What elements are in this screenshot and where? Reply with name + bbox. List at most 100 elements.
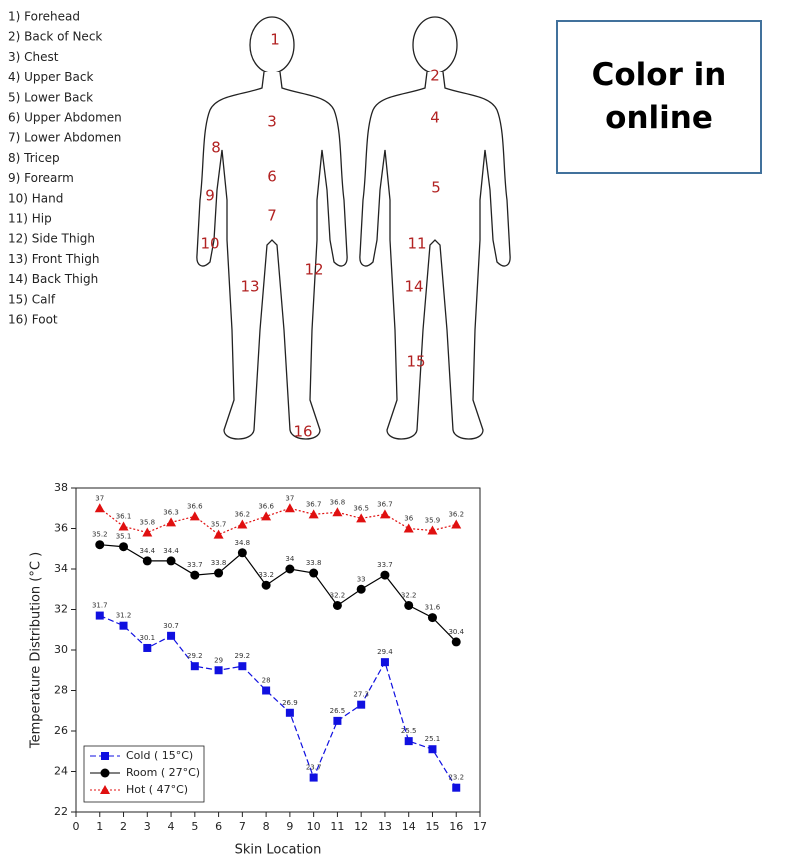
data-point [215, 666, 223, 674]
data-point [96, 612, 104, 620]
data-point [95, 540, 104, 549]
figure-label: 2 [430, 67, 440, 85]
data-point [262, 687, 270, 695]
data-point [167, 556, 176, 565]
y-tick-label: 24 [54, 765, 68, 778]
x-tick-label: 13 [378, 820, 392, 833]
data-point [452, 784, 460, 792]
value-label: 32.2 [401, 591, 417, 599]
data-point [285, 565, 294, 574]
data-point [428, 613, 437, 622]
x-tick-label: 9 [286, 820, 293, 833]
figure-label: 16 [293, 423, 312, 441]
x-tick-label: 10 [307, 820, 321, 833]
value-label: 35.9 [425, 517, 441, 525]
x-tick-label: 4 [168, 820, 175, 833]
figure-label: 15 [406, 353, 425, 371]
value-label: 33 [357, 575, 366, 583]
x-axis-label: Skin Location [235, 843, 322, 858]
value-label: 35.8 [139, 519, 155, 527]
x-tick-label: 2 [120, 820, 127, 833]
data-point [238, 548, 247, 557]
data-point [309, 509, 319, 518]
x-tick-label: 16 [449, 820, 463, 833]
value-label: 29.2 [187, 652, 203, 660]
value-label: 34.4 [163, 547, 179, 555]
data-point [119, 542, 128, 551]
x-tick-label: 5 [191, 820, 198, 833]
data-point [95, 503, 105, 512]
location-item: 3) Chest [8, 50, 59, 64]
data-point [143, 644, 151, 652]
value-label: 30.7 [163, 622, 179, 630]
figure-label: 13 [240, 278, 259, 296]
y-tick-label: 28 [54, 684, 68, 697]
location-item: 5) Lower Back [8, 90, 93, 104]
location-item: 13) Front Thigh [8, 252, 99, 266]
figure-label: 3 [267, 113, 277, 131]
x-tick-label: 12 [354, 820, 368, 833]
value-label: 31.7 [92, 602, 108, 610]
legend-label: Room ( 27°C) [126, 766, 200, 779]
front-figure [197, 17, 347, 439]
legend-label: Cold ( 15°C) [126, 749, 193, 762]
value-label: 36.3 [163, 508, 179, 516]
value-label: 32.2 [330, 591, 346, 599]
value-label: 33.8 [306, 559, 322, 567]
y-tick-label: 32 [54, 603, 68, 616]
value-label: 31.2 [116, 612, 132, 620]
value-label: 34 [285, 555, 294, 563]
location-item: 4) Upper Back [8, 70, 93, 84]
value-label: 36.8 [330, 498, 346, 506]
location-item: 9) Forearm [8, 171, 74, 185]
value-label: 36.7 [306, 500, 322, 508]
location-item: 1) Forehead [8, 10, 80, 24]
location-item: 10) Hand [8, 191, 63, 205]
figure-label: 6 [267, 168, 277, 186]
data-point [333, 601, 342, 610]
data-point [120, 622, 128, 630]
data-point [237, 519, 247, 528]
x-tick-label: 8 [263, 820, 270, 833]
value-label: 36.2 [448, 510, 464, 518]
y-tick-label: 22 [54, 805, 68, 818]
value-label: 31.6 [425, 604, 441, 612]
x-tick-label: 11 [330, 820, 344, 833]
y-tick-label: 30 [54, 643, 68, 656]
data-point [261, 511, 271, 520]
value-label: 36.6 [187, 502, 203, 510]
value-label: 29 [214, 656, 223, 664]
value-label: 23.2 [448, 774, 464, 782]
location-item: 15) Calf [8, 292, 56, 306]
value-label: 36.2 [235, 510, 251, 518]
figure-label: 8 [211, 139, 221, 157]
data-point [262, 581, 271, 590]
figure-label: 1 [270, 31, 280, 49]
value-label: 29.4 [377, 648, 393, 656]
figure-label: 5 [431, 179, 441, 197]
value-label: 36 [404, 515, 413, 523]
value-label: 33.8 [211, 559, 227, 567]
data-point [191, 662, 199, 670]
y-tick-label: 36 [54, 522, 68, 535]
data-point [357, 701, 365, 709]
value-label: 36.6 [258, 502, 274, 510]
value-label: 36.1 [116, 512, 132, 520]
value-label: 28 [262, 677, 271, 685]
value-label: 26.9 [282, 699, 298, 707]
value-label: 36.7 [377, 500, 393, 508]
value-label: 37 [95, 494, 104, 502]
data-point [357, 585, 366, 594]
value-label: 29.2 [235, 652, 251, 660]
data-point [214, 530, 224, 539]
figure-label: 7 [267, 207, 277, 225]
x-tick-label: 1 [96, 820, 103, 833]
location-item: 7) Lower Abdomen [8, 131, 121, 145]
data-point [310, 774, 318, 782]
data-point [143, 556, 152, 565]
data-point [427, 526, 437, 535]
value-label: 23.7 [306, 764, 322, 772]
x-tick-label: 7 [239, 820, 246, 833]
legend-marker [101, 769, 110, 778]
location-item: 6) Upper Abdomen [8, 111, 122, 125]
